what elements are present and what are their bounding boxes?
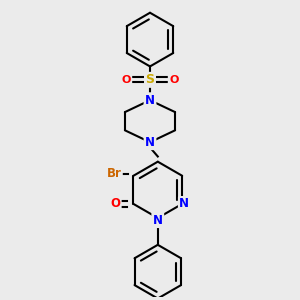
Text: N: N bbox=[145, 94, 155, 107]
Text: O: O bbox=[169, 75, 178, 85]
Text: N: N bbox=[145, 136, 155, 149]
Text: N: N bbox=[153, 214, 163, 226]
Text: O: O bbox=[122, 75, 131, 85]
Text: O: O bbox=[110, 197, 120, 210]
Text: N: N bbox=[179, 197, 189, 210]
Text: Br: Br bbox=[106, 167, 122, 180]
Text: S: S bbox=[146, 74, 154, 86]
